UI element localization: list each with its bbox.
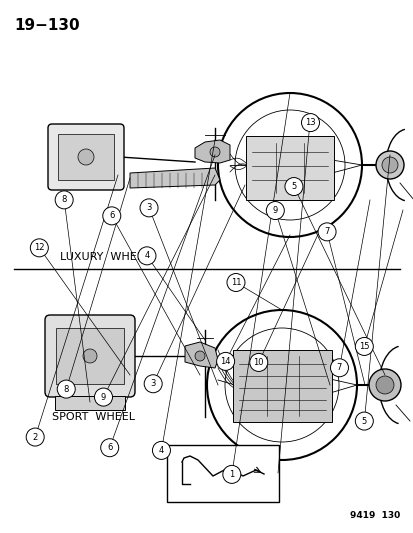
Text: 6: 6: [109, 212, 114, 220]
Circle shape: [284, 177, 302, 196]
Circle shape: [195, 351, 204, 361]
Circle shape: [26, 428, 44, 446]
Text: 9419  130: 9419 130: [349, 511, 399, 520]
FancyBboxPatch shape: [48, 124, 124, 190]
Text: 9: 9: [272, 206, 277, 215]
Text: 10: 10: [253, 358, 263, 367]
Text: 6: 6: [107, 443, 112, 452]
FancyBboxPatch shape: [45, 315, 135, 397]
Polygon shape: [185, 342, 218, 368]
Text: 2: 2: [33, 433, 38, 441]
Text: 12: 12: [34, 244, 45, 252]
FancyBboxPatch shape: [245, 136, 333, 200]
Text: 8: 8: [62, 196, 66, 204]
Circle shape: [226, 273, 244, 292]
Text: 13: 13: [304, 118, 315, 127]
Text: 19−130: 19−130: [14, 18, 79, 33]
Text: 8: 8: [64, 385, 69, 393]
Circle shape: [144, 375, 162, 393]
Circle shape: [368, 369, 400, 401]
Text: 1: 1: [229, 470, 234, 479]
Circle shape: [354, 412, 373, 430]
FancyBboxPatch shape: [56, 328, 124, 384]
Text: 3: 3: [146, 204, 151, 212]
Circle shape: [152, 441, 170, 459]
Text: 5: 5: [291, 182, 296, 191]
FancyBboxPatch shape: [233, 350, 331, 422]
Text: 14: 14: [220, 357, 230, 366]
FancyBboxPatch shape: [58, 134, 114, 180]
Text: 4: 4: [159, 446, 164, 455]
Circle shape: [317, 223, 335, 241]
Text: SPORT  WHEEL: SPORT WHEEL: [52, 412, 135, 422]
Circle shape: [57, 380, 75, 398]
Circle shape: [83, 349, 97, 363]
Circle shape: [330, 359, 348, 377]
Circle shape: [140, 199, 158, 217]
Polygon shape: [55, 396, 125, 410]
Text: 9: 9: [101, 393, 106, 401]
Polygon shape: [195, 140, 230, 163]
Circle shape: [375, 151, 403, 179]
Circle shape: [354, 337, 373, 356]
Circle shape: [216, 352, 234, 370]
Circle shape: [209, 147, 219, 157]
Circle shape: [55, 191, 73, 209]
Text: 15: 15: [358, 342, 369, 351]
Text: 7: 7: [336, 364, 341, 372]
Text: LUXURY  WHEEL: LUXURY WHEEL: [60, 252, 150, 262]
Circle shape: [381, 157, 397, 173]
Circle shape: [102, 207, 121, 225]
Circle shape: [301, 114, 319, 132]
Text: 5: 5: [361, 417, 366, 425]
Circle shape: [138, 247, 156, 265]
Text: 4: 4: [144, 252, 149, 260]
Circle shape: [222, 465, 240, 483]
Text: 11: 11: [230, 278, 241, 287]
Circle shape: [30, 239, 48, 257]
Circle shape: [94, 388, 112, 406]
Polygon shape: [130, 168, 219, 188]
Circle shape: [78, 149, 94, 165]
Circle shape: [100, 439, 119, 457]
Circle shape: [375, 376, 393, 394]
Text: 3: 3: [150, 379, 155, 388]
Circle shape: [249, 353, 267, 372]
FancyBboxPatch shape: [166, 445, 278, 502]
Text: 7: 7: [324, 228, 329, 236]
Circle shape: [266, 201, 284, 220]
